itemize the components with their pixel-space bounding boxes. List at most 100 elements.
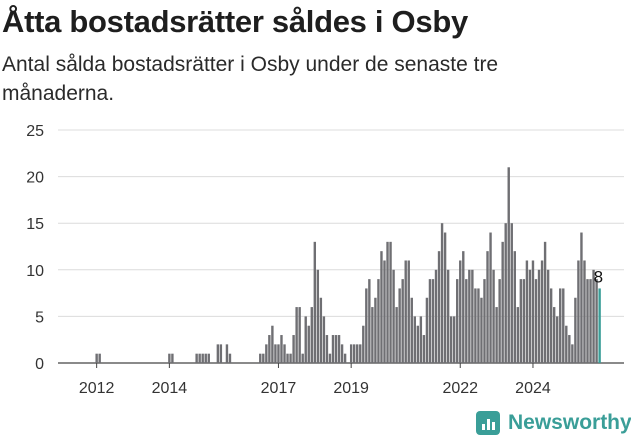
bar <box>168 353 171 363</box>
bar <box>286 353 289 363</box>
bar <box>595 279 598 363</box>
bar <box>471 269 474 363</box>
bar <box>377 279 380 363</box>
bar <box>431 279 435 363</box>
bar-highlight <box>598 288 601 363</box>
bar <box>410 297 413 363</box>
bar <box>359 344 362 363</box>
bar <box>295 307 298 363</box>
bar <box>225 344 229 363</box>
bar <box>507 167 510 363</box>
bar <box>592 269 595 363</box>
annotations: 8 <box>594 267 603 286</box>
bar <box>216 344 220 363</box>
chart-subtitle: Antal sålda bostadsrätter i Osby under d… <box>2 53 499 105</box>
bar <box>562 288 565 363</box>
x-tick-label: 2019 <box>333 380 369 397</box>
bar <box>207 353 210 363</box>
bar <box>477 288 480 363</box>
bar <box>407 260 410 363</box>
bar <box>459 260 462 363</box>
bar <box>98 353 101 363</box>
bar <box>356 344 359 363</box>
bar <box>383 260 386 363</box>
x-tick-label: 2014 <box>152 380 188 397</box>
x-tick-label: 2012 <box>79 380 115 397</box>
bar <box>440 223 444 363</box>
bar <box>525 260 529 363</box>
bar <box>577 260 580 363</box>
bar <box>316 269 320 363</box>
bar <box>465 279 468 363</box>
bar <box>289 353 292 363</box>
bar <box>556 316 559 363</box>
bar <box>283 344 286 363</box>
bar <box>495 307 498 363</box>
chart-title: Åtta bostadsrätter såldes i Osby <box>2 4 468 39</box>
bar <box>310 307 313 363</box>
bar <box>537 269 541 363</box>
x-tick-label: 2017 <box>261 380 297 397</box>
bar <box>489 232 492 363</box>
bars <box>95 167 601 363</box>
bar <box>259 353 262 363</box>
newsworthy-logo-icon <box>476 411 500 435</box>
bar <box>443 232 447 363</box>
bar <box>392 269 395 363</box>
bar <box>219 344 223 363</box>
bar <box>462 251 465 363</box>
bar <box>516 307 520 363</box>
bar <box>325 335 329 363</box>
bar <box>368 279 371 363</box>
bar <box>228 353 232 363</box>
y-axis-labels: 0 5 10 15 20 25 <box>26 123 44 373</box>
x-axis-labels: 2012 2014 2017 2019 2022 2024 <box>79 363 551 397</box>
y-tick-label: 25 <box>26 123 44 140</box>
bar <box>334 335 338 363</box>
bar <box>313 241 317 363</box>
bar <box>528 269 532 363</box>
bar <box>510 223 513 363</box>
bar <box>449 316 453 363</box>
bar <box>452 316 456 363</box>
y-tick-label: 0 <box>35 356 44 373</box>
bar <box>277 344 280 363</box>
bar <box>337 335 341 363</box>
bar <box>498 279 501 363</box>
bar-chart: 0 5 10 15 20 25 2012 2014 2017 2019 2022 2024 8 <box>26 123 624 397</box>
bar <box>540 260 544 363</box>
bar <box>274 344 277 363</box>
bar <box>198 353 201 363</box>
bar <box>280 335 283 363</box>
bar <box>301 353 304 363</box>
bar <box>319 297 323 363</box>
bar <box>534 279 538 363</box>
bar <box>422 335 426 363</box>
bar <box>425 297 429 363</box>
bar <box>389 241 392 363</box>
bar <box>386 241 389 363</box>
bar <box>574 297 577 363</box>
bar <box>404 260 407 363</box>
bar <box>374 297 377 363</box>
bar <box>265 344 268 363</box>
bar <box>292 335 295 363</box>
bar <box>268 335 271 363</box>
bar <box>343 353 347 363</box>
bar <box>559 288 562 363</box>
bar <box>298 307 301 363</box>
bar <box>549 288 553 363</box>
bar <box>271 325 274 363</box>
bar <box>304 316 307 363</box>
bar <box>349 344 353 363</box>
bar <box>531 260 535 363</box>
bar <box>331 335 335 363</box>
bar <box>519 279 523 363</box>
y-tick-label: 5 <box>35 309 44 326</box>
bar <box>546 269 550 363</box>
bar <box>483 279 486 363</box>
bar <box>322 316 326 363</box>
bar <box>201 353 204 363</box>
bar <box>95 353 98 363</box>
bar <box>171 353 174 363</box>
